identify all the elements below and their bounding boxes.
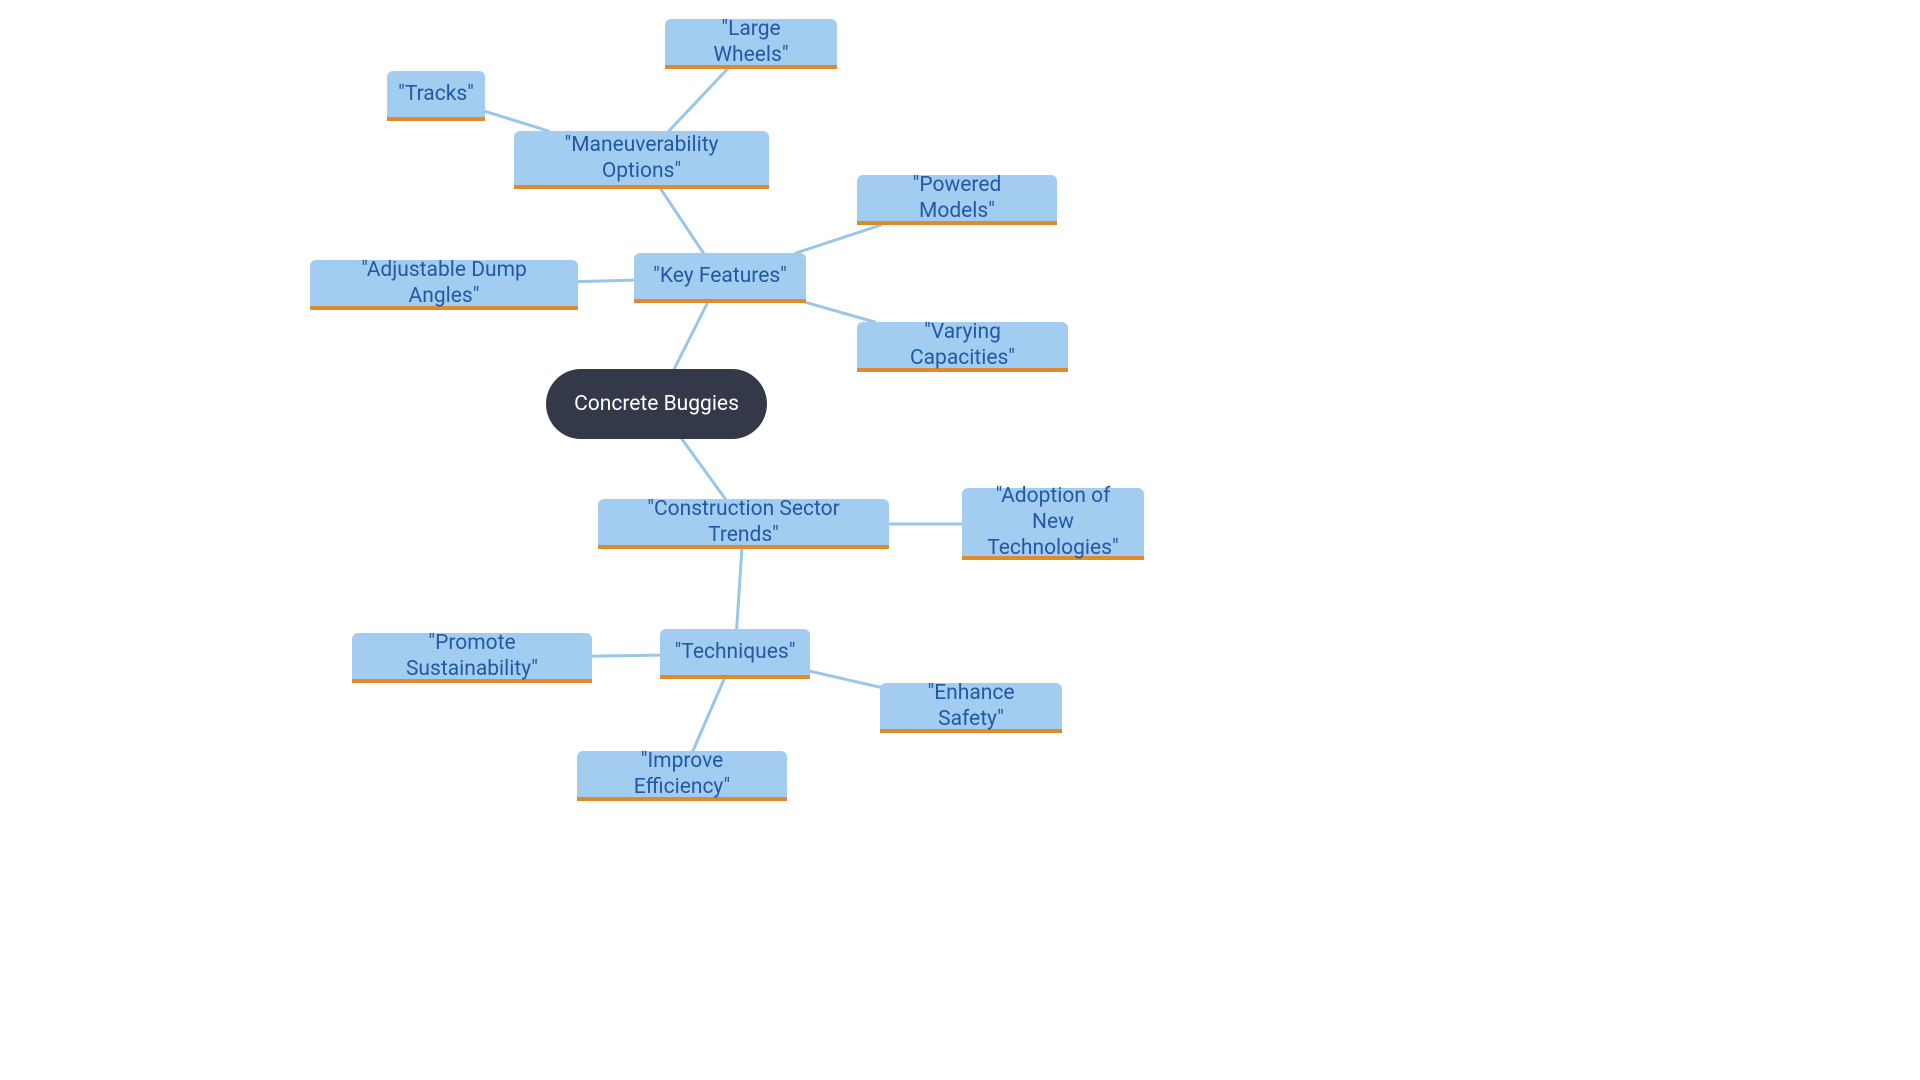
node-label: "Construction Sector Trends" xyxy=(616,496,871,549)
node-label: "Improve Efficiency" xyxy=(595,748,769,801)
edge-layer xyxy=(0,0,1920,1080)
mindmap-canvas: Concrete Buggies "Key Features" "Maneuvera… xyxy=(0,0,1920,1080)
node-label: Concrete Buggies xyxy=(574,391,739,417)
node-root: Concrete Buggies xyxy=(546,369,767,439)
node-powered_models: "Powered Models" xyxy=(857,175,1057,225)
node-label: "Key Features" xyxy=(653,263,787,289)
node-varying_capacities: "Varying Capacities" xyxy=(857,322,1068,372)
node-label: "Maneuverability Options" xyxy=(532,132,751,185)
node-label: "Adjustable Dump Angles" xyxy=(328,257,560,310)
node-label: "Varying Capacities" xyxy=(875,319,1050,372)
node-maneuverability: "Maneuverability Options" xyxy=(514,131,769,189)
node-label: "Powered Models" xyxy=(875,172,1039,225)
node-key_features: "Key Features" xyxy=(634,253,806,303)
node-label: "Enhance Safety" xyxy=(898,680,1044,733)
node-techniques: "Techniques" xyxy=(660,629,810,679)
node-promote: "Promote Sustainability" xyxy=(352,633,592,683)
node-tracks: "Tracks" xyxy=(387,71,485,121)
node-label: "Promote Sustainability" xyxy=(370,630,574,683)
node-label: "Techniques" xyxy=(675,639,796,665)
node-adoption: "Adoption of New Technologies" xyxy=(962,488,1144,560)
node-adjustable_dump: "Adjustable Dump Angles" xyxy=(310,260,578,310)
node-construction: "Construction Sector Trends" xyxy=(598,499,889,549)
node-label: "Adoption of New Technologies" xyxy=(980,483,1126,562)
node-large_wheels: "Large Wheels" xyxy=(665,19,837,69)
node-label: "Large Wheels" xyxy=(683,16,819,69)
node-label: "Tracks" xyxy=(398,81,474,107)
node-improve: "Improve Efficiency" xyxy=(577,751,787,801)
node-enhance: "Enhance Safety" xyxy=(880,683,1062,733)
